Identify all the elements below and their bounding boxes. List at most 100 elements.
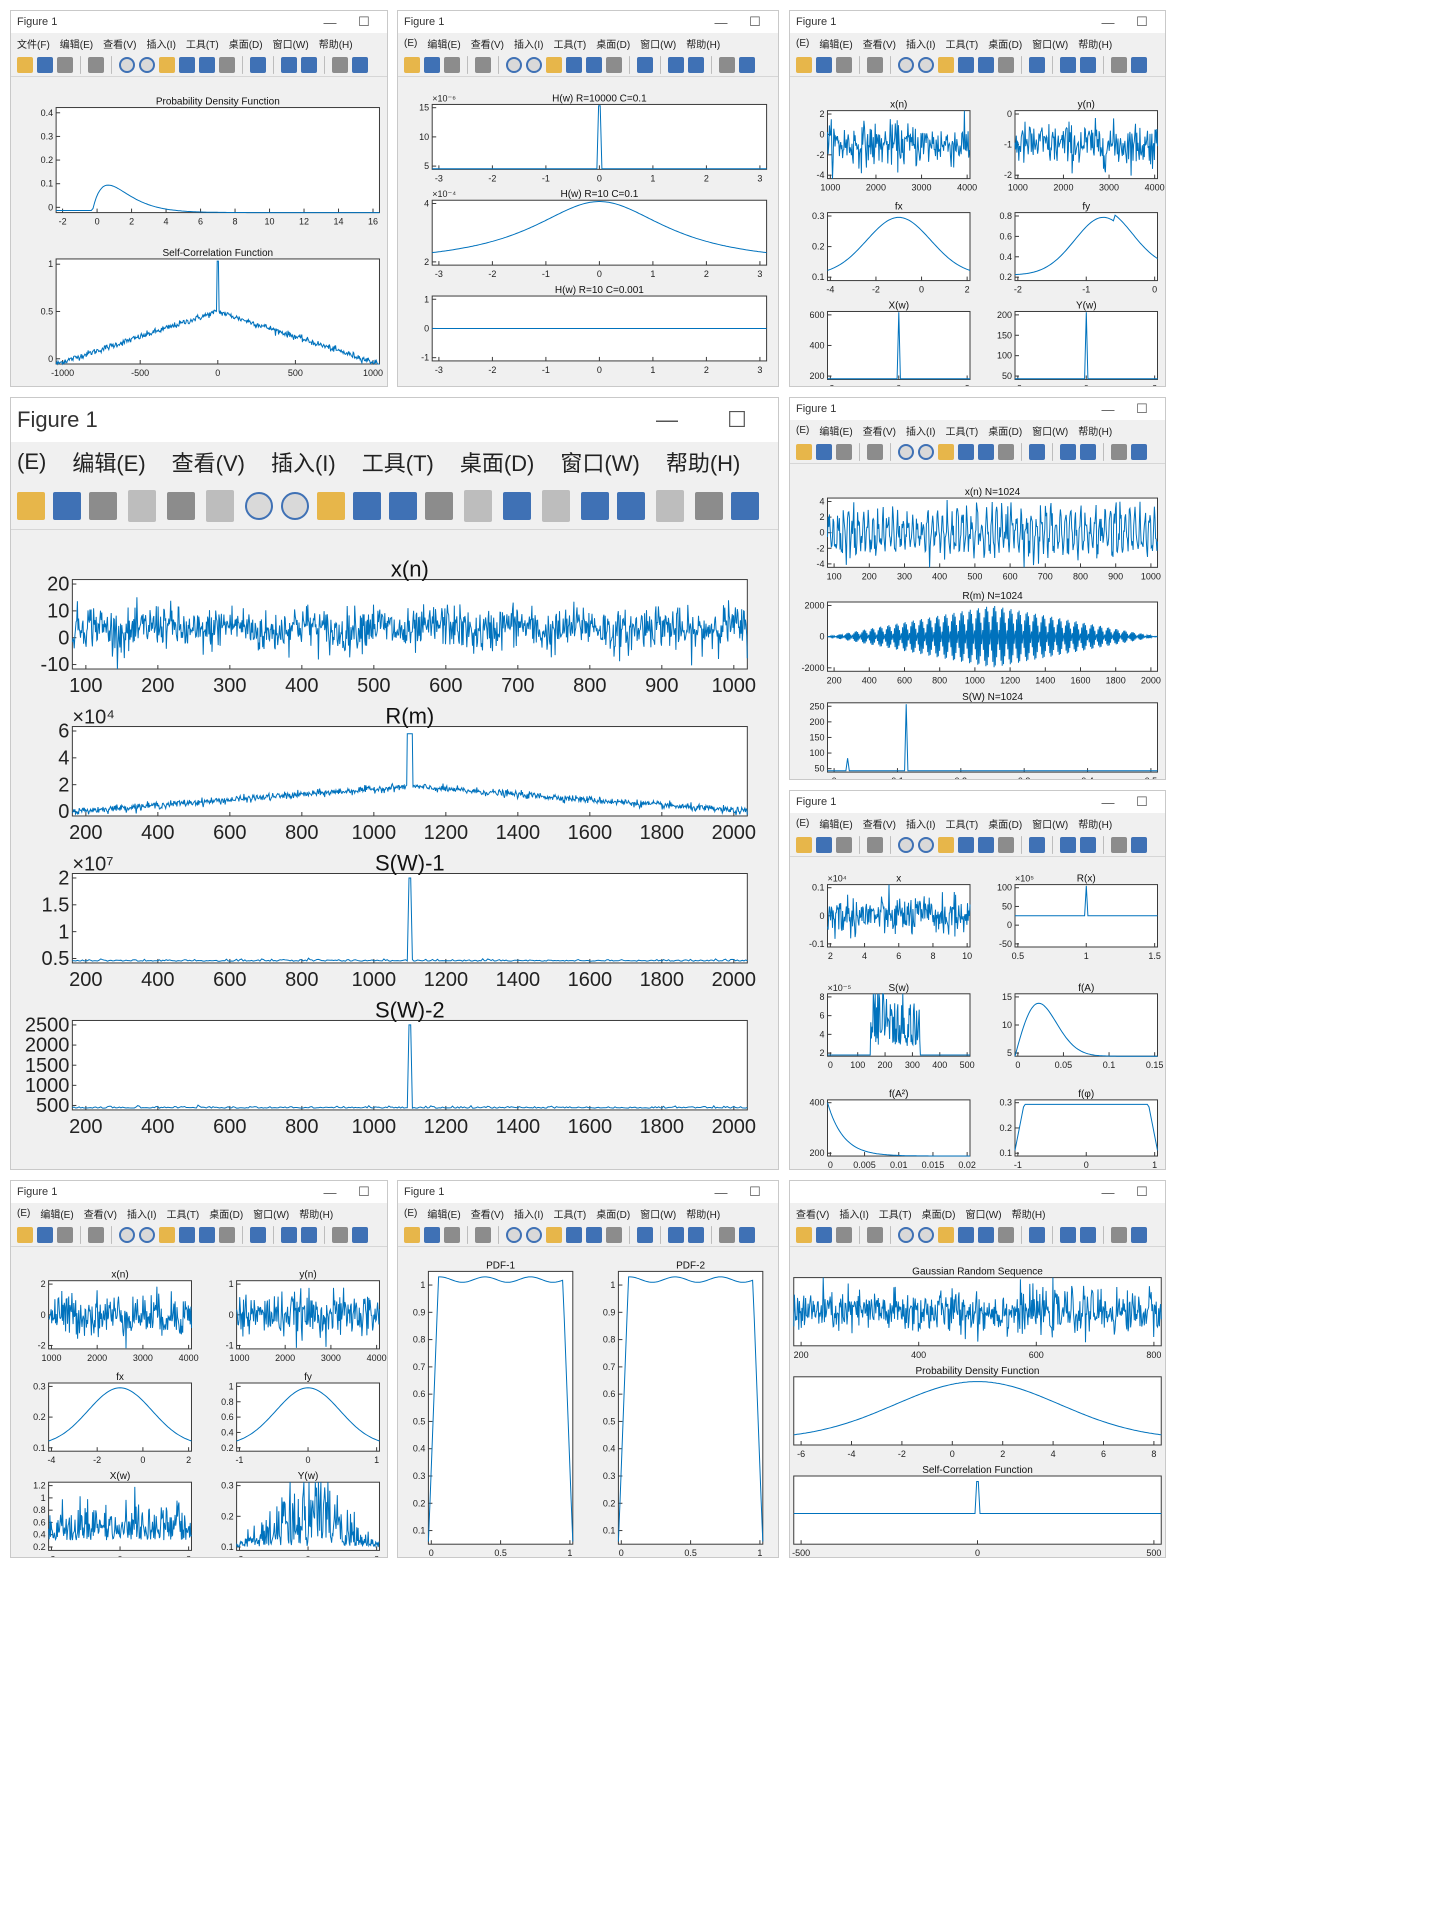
data-cursor-icon[interactable] [978,1226,994,1243]
hide-tools-icon[interactable] [719,56,735,73]
menu-item[interactable]: 窗口(W) [1032,819,1069,831]
link-icon[interactable] [503,491,531,520]
menu-item[interactable]: 编辑(E) [819,426,853,438]
new-figure-icon[interactable] [17,1226,33,1243]
save-icon[interactable] [37,56,53,73]
menu-item[interactable]: 编辑(E) [427,1209,461,1221]
maximize-button[interactable]: ☐ [1136,794,1148,809]
menu-item[interactable]: 帮助(H) [299,1209,334,1221]
menu-item[interactable]: (E) [796,817,810,829]
menu-item[interactable]: 桌面(D) [228,39,263,51]
brush-icon[interactable] [998,56,1014,73]
menu-item[interactable]: 插入(I) [146,39,176,51]
minimize-button[interactable]: — [1101,401,1115,417]
data-cursor-icon[interactable] [978,836,994,853]
brush-icon[interactable] [998,443,1014,460]
dock-icon[interactable] [352,56,368,73]
maximize-button[interactable]: ☐ [1136,401,1148,416]
menu-item[interactable]: 插入(I) [906,39,936,51]
save-icon[interactable] [816,56,832,73]
hide-tools-icon[interactable] [332,56,348,73]
data-cursor-icon[interactable] [199,56,215,73]
menu-item[interactable]: 窗口(W) [272,39,309,51]
dock-icon[interactable] [1131,443,1147,460]
menu-item[interactable]: 工具(T) [361,451,434,476]
menu-item[interactable]: 工具(T) [878,1209,912,1221]
menu-item[interactable]: 插入(I) [906,426,936,438]
data-cursor-icon[interactable] [199,1226,215,1243]
new-figure-icon[interactable] [796,836,812,853]
minimize-button[interactable]: — [323,1184,337,1200]
dock-icon[interactable] [352,1226,368,1243]
menu-item[interactable]: 插入(I) [906,819,936,831]
link-icon[interactable] [1029,1226,1045,1243]
pointer-icon[interactable] [867,1226,883,1243]
brush-icon[interactable] [998,1226,1014,1243]
dock-icon[interactable] [739,1226,755,1243]
menu-item[interactable]: 查看(V) [83,1209,118,1221]
menu-item[interactable]: 工具(T) [553,1209,587,1221]
menu-item[interactable]: 桌面(D) [988,819,1023,831]
minimize-button[interactable]: — [1101,794,1115,810]
menu-item[interactable]: 桌面(D) [459,451,535,476]
menu-item[interactable]: 查看(V) [796,1209,830,1221]
dock-icon[interactable] [1131,56,1147,73]
menu-item[interactable]: 插入(I) [127,1209,157,1221]
rotate-icon[interactable] [958,1226,974,1243]
brush-icon[interactable] [606,56,622,73]
brush-icon[interactable] [219,1226,235,1243]
menu-item[interactable]: 桌面(D) [209,1209,244,1221]
menu-item[interactable]: 窗口(W) [965,1209,1002,1221]
menu-item[interactable]: 编辑(E) [427,39,461,51]
legend-icon[interactable] [1080,836,1096,853]
colorbar-icon[interactable] [668,56,684,73]
pan-icon[interactable] [159,56,175,73]
link-icon[interactable] [1029,836,1045,853]
legend-icon[interactable] [301,56,317,73]
menu-item[interactable]: 插入(I) [514,39,544,51]
zoom-in-icon[interactable] [119,56,135,73]
pointer-icon[interactable] [867,443,883,460]
dock-icon[interactable] [1131,836,1147,853]
menu-item[interactable]: (E) [404,1207,418,1219]
legend-icon[interactable] [688,56,704,73]
zoom-out-icon[interactable] [139,56,155,73]
print-icon[interactable] [836,56,852,73]
legend-icon[interactable] [617,491,645,520]
new-figure-icon[interactable] [404,1226,420,1243]
new-figure-icon[interactable] [17,491,45,520]
pan-icon[interactable] [938,56,954,73]
pan-icon[interactable] [938,1226,954,1243]
menu-item[interactable]: 插入(I) [839,1209,869,1221]
zoom-out-icon[interactable] [526,1226,542,1243]
menu-item[interactable]: 查看(V) [862,819,897,831]
menu-item[interactable]: 工具(T) [166,1209,200,1221]
menu-item[interactable]: (E) [796,37,810,49]
menu-item[interactable]: 查看(V) [103,39,137,51]
pointer-icon[interactable] [475,56,491,73]
menu-item[interactable]: 窗口(W) [1032,426,1069,438]
pan-icon[interactable] [317,491,345,520]
zoom-in-icon[interactable] [506,56,522,73]
hide-tools-icon[interactable] [332,1226,348,1243]
menu-item[interactable]: 编辑(E) [40,1209,74,1221]
colorbar-icon[interactable] [1060,56,1076,73]
hide-tools-icon[interactable] [1111,836,1127,853]
menu-item[interactable]: 桌面(D) [921,1209,956,1221]
menu-item[interactable]: 桌面(D) [988,426,1023,438]
menu-item[interactable]: (E) [796,424,810,436]
hide-tools-icon[interactable] [719,1226,735,1243]
link-icon[interactable] [1029,56,1045,73]
new-figure-icon[interactable] [17,56,33,73]
legend-icon[interactable] [688,1226,704,1243]
legend-icon[interactable] [301,1226,317,1243]
colorbar-icon[interactable] [581,491,609,520]
pointer-icon[interactable] [167,491,195,520]
menu-item[interactable]: 插入(I) [270,451,336,476]
menu-item[interactable]: 查看(V) [470,1209,505,1221]
menu-item[interactable]: 编辑(E) [819,39,853,51]
menu-item[interactable]: 查看(V) [862,39,897,51]
menu-item[interactable]: 插入(I) [514,1209,544,1221]
menu-item[interactable]: 编辑(E) [819,819,853,831]
pan-icon[interactable] [546,1226,562,1243]
